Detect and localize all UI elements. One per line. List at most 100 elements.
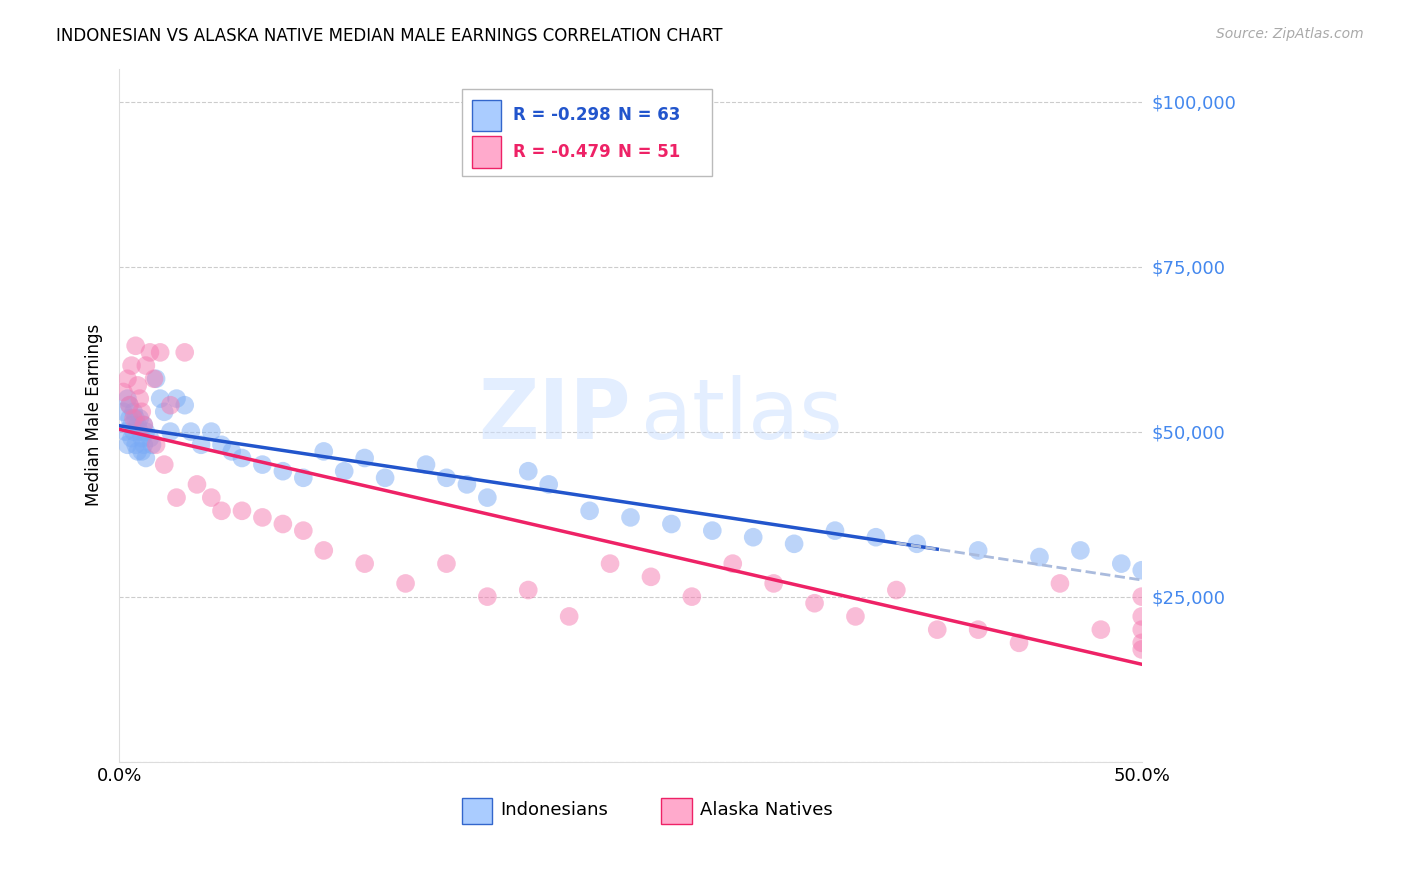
Point bbox=[1069, 543, 1091, 558]
Point bbox=[128, 392, 150, 406]
Text: Indonesians: Indonesians bbox=[501, 801, 609, 819]
Point bbox=[145, 438, 167, 452]
Point bbox=[173, 345, 195, 359]
Y-axis label: Median Male Earnings: Median Male Earnings bbox=[86, 324, 103, 507]
Point bbox=[537, 477, 560, 491]
Text: R = -0.298: R = -0.298 bbox=[513, 106, 610, 124]
Point bbox=[180, 425, 202, 439]
Point bbox=[231, 450, 253, 465]
Point bbox=[117, 372, 139, 386]
Point bbox=[927, 623, 949, 637]
Point bbox=[905, 537, 928, 551]
Point bbox=[886, 582, 908, 597]
Point bbox=[477, 491, 499, 505]
Point bbox=[252, 458, 274, 472]
Point bbox=[619, 510, 641, 524]
Bar bbox=[461, 797, 492, 824]
Point bbox=[118, 398, 141, 412]
Point bbox=[127, 444, 149, 458]
Point bbox=[135, 425, 157, 439]
Point bbox=[124, 438, 146, 452]
Point bbox=[1008, 636, 1031, 650]
Point bbox=[145, 372, 167, 386]
Point bbox=[456, 477, 478, 491]
Point bbox=[121, 417, 143, 432]
Point bbox=[139, 345, 162, 359]
Text: INDONESIAN VS ALASKA NATIVE MEDIAN MALE EARNINGS CORRELATION CHART: INDONESIAN VS ALASKA NATIVE MEDIAN MALE … bbox=[56, 27, 723, 45]
Point bbox=[159, 398, 181, 412]
Point bbox=[139, 431, 162, 445]
Point bbox=[1090, 623, 1112, 637]
Point bbox=[353, 557, 375, 571]
Point bbox=[1130, 623, 1153, 637]
Point bbox=[374, 471, 396, 485]
Point bbox=[661, 516, 683, 531]
Point bbox=[221, 444, 243, 458]
Point bbox=[292, 471, 315, 485]
Text: Alaska Natives: Alaska Natives bbox=[700, 801, 832, 819]
Point bbox=[122, 405, 145, 419]
Point bbox=[1028, 549, 1050, 564]
Point bbox=[124, 411, 146, 425]
Point bbox=[200, 425, 222, 439]
Point bbox=[967, 623, 990, 637]
Point bbox=[517, 464, 540, 478]
Point bbox=[121, 359, 143, 373]
Point bbox=[271, 464, 294, 478]
Text: N = 51: N = 51 bbox=[619, 143, 681, 161]
Point bbox=[477, 590, 499, 604]
Point bbox=[127, 417, 149, 432]
Point bbox=[122, 425, 145, 439]
Point bbox=[117, 392, 139, 406]
Point bbox=[599, 557, 621, 571]
Point bbox=[702, 524, 724, 538]
Point bbox=[252, 510, 274, 524]
Point bbox=[844, 609, 866, 624]
Point bbox=[578, 504, 600, 518]
Point bbox=[114, 425, 136, 439]
Point bbox=[128, 425, 150, 439]
Point bbox=[681, 590, 703, 604]
Point bbox=[231, 504, 253, 518]
Point bbox=[122, 411, 145, 425]
Point bbox=[132, 417, 155, 432]
Point bbox=[394, 576, 416, 591]
Point bbox=[131, 444, 153, 458]
Point bbox=[558, 609, 581, 624]
Point bbox=[333, 464, 356, 478]
Point bbox=[211, 438, 233, 452]
Point bbox=[149, 392, 172, 406]
Point bbox=[153, 458, 176, 472]
Bar bbox=[472, 100, 501, 131]
Point bbox=[436, 471, 458, 485]
Point bbox=[415, 458, 437, 472]
Point bbox=[143, 372, 166, 386]
Point bbox=[967, 543, 990, 558]
Point bbox=[353, 450, 375, 465]
Point bbox=[153, 405, 176, 419]
Point bbox=[1049, 576, 1071, 591]
Point bbox=[121, 431, 143, 445]
Text: Source: ZipAtlas.com: Source: ZipAtlas.com bbox=[1216, 27, 1364, 41]
Point bbox=[186, 477, 208, 491]
Text: atlas: atlas bbox=[641, 375, 842, 456]
Point bbox=[783, 537, 806, 551]
Point bbox=[517, 582, 540, 597]
Point bbox=[865, 530, 887, 544]
Point bbox=[132, 417, 155, 432]
Point bbox=[131, 431, 153, 445]
Text: N = 63: N = 63 bbox=[619, 106, 681, 124]
Point bbox=[824, 524, 846, 538]
Point bbox=[166, 491, 188, 505]
Point bbox=[436, 557, 458, 571]
Point bbox=[159, 425, 181, 439]
Point bbox=[173, 398, 195, 412]
Point bbox=[803, 596, 825, 610]
Point bbox=[1130, 590, 1153, 604]
Point bbox=[135, 450, 157, 465]
Point bbox=[1130, 563, 1153, 577]
Point bbox=[190, 438, 212, 452]
Point bbox=[135, 359, 157, 373]
Point bbox=[721, 557, 744, 571]
Point bbox=[271, 516, 294, 531]
